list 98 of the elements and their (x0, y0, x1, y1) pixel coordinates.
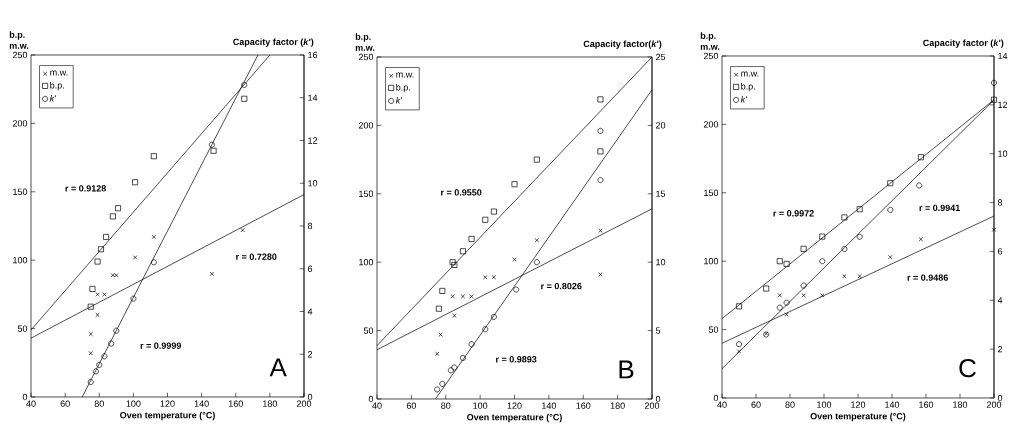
y2-tick-label: 5 (655, 327, 661, 334)
x-tick-label: 140 (885, 401, 900, 408)
x-axis-title: Oven temperature (°C) (120, 411, 215, 421)
legend-label: b.p. (741, 82, 755, 92)
x-tick-label: 140 (542, 402, 557, 409)
y-tick-label: 100 (359, 259, 374, 266)
x-tick-label: 80 (785, 401, 795, 408)
y2-tick-label: 0 (307, 393, 313, 401)
x-tick-label: 180 (263, 400, 278, 407)
y2-tick-label: 10 (998, 150, 1008, 157)
x-tick-label: 100 (473, 402, 488, 409)
legend-label: k' (395, 96, 402, 104)
annotation: r = 0.9972 (773, 210, 814, 217)
legend-label: k' (740, 95, 747, 103)
legend-label: m.w. (741, 71, 759, 77)
x-tick-label: 160 (919, 401, 934, 408)
y2-tick-label: 14 (308, 94, 318, 101)
y2-tick-label: 8 (997, 199, 1003, 206)
y2-axis-title: Capacity factor (k') (923, 39, 1004, 48)
y2-tick-label: 10 (656, 259, 666, 266)
y2-tick-label: 14 (998, 52, 1008, 60)
annotation: r = 0.9999 (140, 342, 181, 349)
y-axis-title: b.p. m.w. (700, 32, 720, 50)
y-tick-label: 200 (12, 120, 28, 127)
annotation: r = 0.9486 (907, 274, 948, 281)
y2-tick-label: 0 (997, 394, 1003, 402)
annotation: r = 0.9893 (496, 356, 537, 363)
x-tick-label: 40 (372, 402, 382, 409)
x-tick-label: 80 (94, 400, 104, 407)
y-tick-label: 200 (703, 121, 719, 128)
y-tick-label: 50 (17, 325, 28, 332)
legend-label: k' (49, 94, 56, 102)
legend-label: m.w. (396, 72, 414, 78)
x-tick-label: 120 (851, 401, 866, 408)
y-tick-label: 50 (363, 327, 374, 334)
x-tick-label: 60 (60, 400, 70, 407)
annotation: C (959, 358, 976, 378)
y2-tick-label: 2 (997, 345, 1003, 353)
y-tick-label: 250 (703, 52, 719, 60)
annotation: r = 0.8026 (541, 282, 582, 290)
y-tick-label: 0 (368, 395, 374, 403)
annotation: A (269, 358, 287, 377)
y-tick-label: 150 (704, 189, 719, 196)
x-tick-label: 200 (296, 400, 312, 407)
y2-tick-label: 15 (656, 190, 666, 197)
x-tick-label: 180 (953, 401, 968, 408)
y2-tick-label: 20 (655, 122, 666, 129)
annotation: r = 0.9941 (919, 204, 960, 212)
y-tick-label: 200 (358, 122, 374, 129)
y2-tick-label: 6 (997, 248, 1003, 255)
y-axis-title: b.p. m.w. (9, 31, 29, 49)
x-tick-label: 160 (576, 402, 591, 409)
y2-tick-label: 4 (307, 308, 313, 315)
y-tick-label: 100 (13, 257, 28, 264)
annotation: r = 0.7280 (236, 253, 277, 260)
x-tick-label: 80 (441, 402, 451, 409)
x-tick-label: 200 (986, 401, 1002, 408)
y2-tick-label: 12 (308, 137, 318, 144)
x-tick-label: 100 (817, 401, 832, 408)
x-tick-label: 120 (160, 400, 175, 407)
x-axis-title: Oven temperature (°C) (467, 413, 562, 423)
x-tick-label: 40 (26, 400, 36, 407)
annotation: r = 0.9550 (441, 189, 482, 196)
y-tick-label: 50 (708, 326, 719, 333)
x-axis-title: Oven temperature (°C) (810, 412, 906, 422)
y2-tick-label: 12 (998, 101, 1008, 108)
y-tick-label: 100 (704, 258, 719, 265)
y-tick-label: 250 (12, 51, 28, 59)
y-tick-label: 0 (713, 394, 719, 402)
y2-tick-label: 10 (308, 180, 318, 187)
y2-axis-title: Capacity factor(k') (583, 40, 662, 49)
y-tick-label: 250 (358, 53, 374, 61)
x-tick-label: 140 (194, 400, 209, 407)
y-tick-label: 0 (22, 393, 28, 401)
y2-tick-label: 2 (308, 351, 313, 358)
legend-label: b.p. (396, 83, 410, 93)
y2-axis-title: Capacity factor (k') (233, 38, 314, 47)
y2-tick-label: 16 (308, 51, 318, 59)
x-tick-label: 100 (126, 400, 141, 407)
legend-label: b.p. (50, 81, 64, 91)
x-tick-label: 160 (228, 400, 243, 407)
x-tick-label: 40 (717, 401, 727, 408)
x-tick-label: 60 (406, 402, 417, 409)
x-tick-label: 120 (507, 402, 522, 409)
y2-tick-label: 8 (307, 222, 313, 230)
annotation: B (619, 360, 634, 379)
y-tick-label: 150 (13, 188, 28, 195)
y-tick-label: 150 (359, 190, 374, 197)
annotation: r = 0.9128 (65, 185, 106, 192)
y2-tick-label: 4 (997, 297, 1003, 304)
legend-label: m.w. (50, 70, 68, 76)
y2-tick-label: 0 (655, 395, 661, 403)
x-tick-label: 200 (644, 402, 660, 409)
y-axis-title: b.p. m.w. (355, 33, 375, 51)
x-tick-label: 60 (751, 401, 761, 408)
y2-tick-label: 25 (655, 53, 666, 61)
x-tick-label: 180 (610, 402, 625, 409)
y2-tick-label: 6 (308, 265, 313, 272)
